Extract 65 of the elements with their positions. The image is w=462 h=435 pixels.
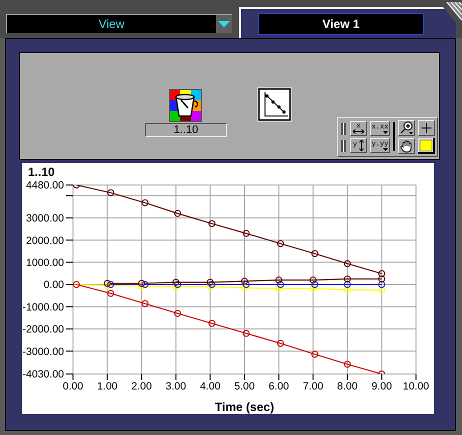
dropdown: View xyxy=(6,14,232,33)
point xyxy=(206,278,214,286)
point xyxy=(378,280,386,288)
point xyxy=(310,284,317,292)
point xyxy=(277,280,284,288)
x-tick-label: 2.00 xyxy=(131,380,152,392)
y-tick-label: 2000.00 xyxy=(26,234,64,247)
point xyxy=(107,290,114,297)
point xyxy=(107,280,114,288)
point xyxy=(242,330,250,337)
x-axis-title: Time (sec) xyxy=(214,400,274,414)
y-tick-label: 4480.00 xyxy=(26,180,64,192)
x-tick-label: 9.00 xyxy=(371,380,392,392)
point xyxy=(311,250,318,258)
point xyxy=(241,284,248,292)
point xyxy=(311,280,318,288)
point xyxy=(104,280,111,287)
point xyxy=(174,310,182,317)
x-tick-label: 0.00 xyxy=(62,380,84,392)
x-tick-label: 5.00 xyxy=(234,380,255,392)
point xyxy=(344,280,351,288)
x-tick-label: 10.00 xyxy=(402,380,430,392)
x-tick-label: 3.00 xyxy=(166,380,186,392)
point xyxy=(104,282,111,290)
x-tick-label: 7.00 xyxy=(302,380,324,392)
y-tick-label: 0.00 xyxy=(44,279,64,292)
y-tick-label: 1000.00 xyxy=(26,257,64,270)
point xyxy=(277,240,284,248)
y-tick-label: -1000.00 xyxy=(22,301,64,314)
point xyxy=(142,280,149,288)
y-tick-label: -3000.00 xyxy=(22,346,64,358)
point xyxy=(208,320,216,327)
point xyxy=(208,220,216,228)
point xyxy=(275,284,282,292)
point xyxy=(172,278,180,286)
point xyxy=(138,282,146,290)
point xyxy=(378,286,386,294)
point xyxy=(344,286,351,294)
y-tick-label: -2000.00 xyxy=(22,324,64,336)
point xyxy=(378,270,386,278)
point xyxy=(378,275,386,282)
text-field: 1..10 xyxy=(145,123,227,137)
point xyxy=(138,280,146,287)
x-tick-label: 4.00 xyxy=(200,380,221,392)
point xyxy=(174,210,182,217)
point xyxy=(344,360,351,368)
point xyxy=(142,300,149,308)
x-tick-label: 1.00 xyxy=(97,380,118,392)
point xyxy=(344,260,351,268)
point xyxy=(142,199,149,206)
y-axis-title: 1..10 xyxy=(28,165,55,179)
point xyxy=(107,189,114,196)
point xyxy=(275,276,282,284)
point xyxy=(344,275,351,282)
point xyxy=(242,280,250,288)
x-tick-label: 8.00 xyxy=(337,380,358,392)
y-tick-label: -4030.00 xyxy=(22,368,64,381)
x-tick-label: 6.00 xyxy=(268,380,290,392)
point xyxy=(310,276,317,284)
point xyxy=(311,350,318,358)
point xyxy=(242,230,250,237)
point xyxy=(241,278,248,285)
y-tick-label: 3000.00 xyxy=(26,212,64,225)
tab: View 1 xyxy=(239,7,456,39)
point xyxy=(277,340,284,347)
